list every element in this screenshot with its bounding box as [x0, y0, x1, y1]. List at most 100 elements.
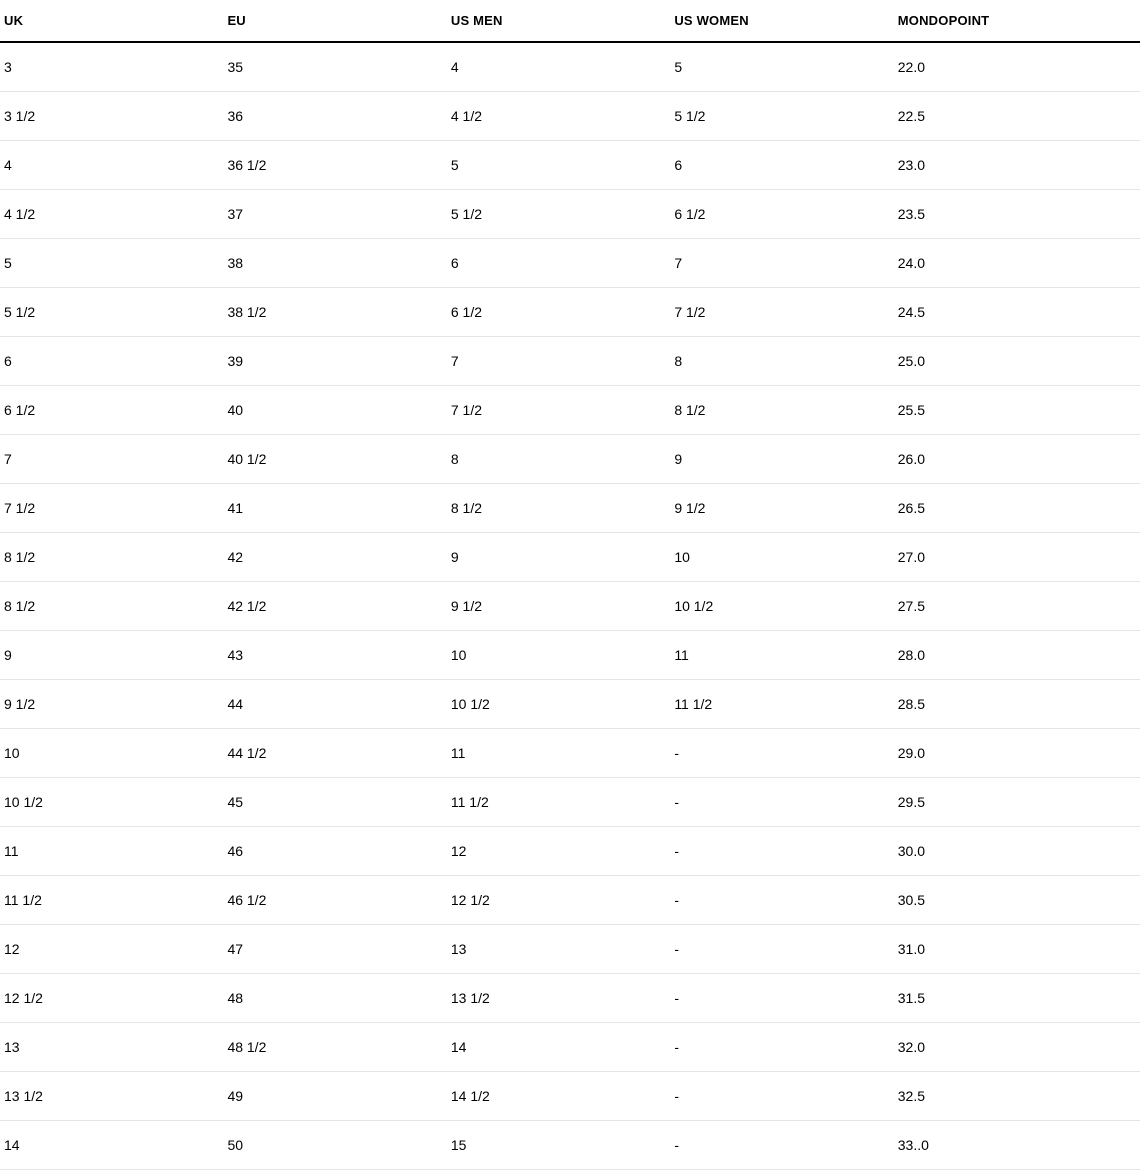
- col-header-eu: EU: [223, 0, 446, 42]
- table-cell: 48 1/2: [223, 1023, 446, 1072]
- table-cell: 28.0: [894, 631, 1140, 680]
- table-cell: 9: [447, 533, 670, 582]
- table-row: 6397825.0: [0, 337, 1140, 386]
- table-cell: 11: [670, 631, 893, 680]
- table-cell: 11 1/2: [0, 876, 223, 925]
- table-row: 8 1/24291027.0: [0, 533, 1140, 582]
- table-row: 5386724.0: [0, 239, 1140, 288]
- table-cell: 10: [447, 631, 670, 680]
- table-cell: 13 1/2: [447, 974, 670, 1023]
- table-cell: 6 1/2: [0, 386, 223, 435]
- table-row: 1348 1/214-32.0: [0, 1023, 1140, 1072]
- table-row: 740 1/28926.0: [0, 435, 1140, 484]
- table-cell: 14: [0, 1121, 223, 1170]
- table-cell: 8 1/2: [0, 533, 223, 582]
- table-cell: 27.0: [894, 533, 1140, 582]
- table-cell: 4 1/2: [0, 190, 223, 239]
- table-cell: 3 1/2: [0, 92, 223, 141]
- table-row: 10 1/24511 1/2-29.5: [0, 778, 1140, 827]
- table-cell: 11: [447, 729, 670, 778]
- table-cell: 11 1/2: [670, 680, 893, 729]
- table-cell: 23.0: [894, 141, 1140, 190]
- table-cell: 46 1/2: [223, 876, 446, 925]
- table-cell: 24.0: [894, 239, 1140, 288]
- table-cell: 5: [447, 141, 670, 190]
- table-cell: 31.5: [894, 974, 1140, 1023]
- table-row: 8 1/242 1/29 1/210 1/227.5: [0, 582, 1140, 631]
- col-header-us-women: US WOMEN: [670, 0, 893, 42]
- table-cell: 12: [0, 925, 223, 974]
- table-cell: 7: [447, 337, 670, 386]
- table-cell: 12: [447, 827, 670, 876]
- table-cell: 5 1/2: [670, 92, 893, 141]
- table-cell: 46: [223, 827, 446, 876]
- table-cell: 8: [447, 435, 670, 484]
- table-row: 3 1/2364 1/25 1/222.5: [0, 92, 1140, 141]
- table-header-row: UK EU US MEN US WOMEN MONDOPOINT: [0, 0, 1140, 42]
- table-cell: 10: [670, 533, 893, 582]
- table-body: 3354522.03 1/2364 1/25 1/222.5436 1/2562…: [0, 42, 1140, 1170]
- col-header-mondopoint: MONDOPOINT: [894, 0, 1140, 42]
- table-cell: 9: [0, 631, 223, 680]
- table-cell: 49: [223, 1072, 446, 1121]
- table-cell: 25.5: [894, 386, 1140, 435]
- table-cell: 11: [0, 827, 223, 876]
- table-cell: 31.0: [894, 925, 1140, 974]
- table-cell: 36: [223, 92, 446, 141]
- table-cell: 22.5: [894, 92, 1140, 141]
- table-cell: 25.0: [894, 337, 1140, 386]
- table-cell: 5 1/2: [0, 288, 223, 337]
- table-cell: 13: [447, 925, 670, 974]
- table-cell: 8: [670, 337, 893, 386]
- table-cell: 10: [0, 729, 223, 778]
- table-cell: 44 1/2: [223, 729, 446, 778]
- table-cell: 9 1/2: [0, 680, 223, 729]
- table-cell: 8 1/2: [0, 582, 223, 631]
- size-chart-table: UK EU US MEN US WOMEN MONDOPOINT 3354522…: [0, 0, 1140, 1170]
- table-cell: 6: [447, 239, 670, 288]
- table-cell: 7 1/2: [670, 288, 893, 337]
- table-cell: 12 1/2: [0, 974, 223, 1023]
- table-cell: 5 1/2: [447, 190, 670, 239]
- table-cell: 15: [447, 1121, 670, 1170]
- table-cell: 40 1/2: [223, 435, 446, 484]
- table-cell: 3: [0, 42, 223, 92]
- table-cell: 26.0: [894, 435, 1140, 484]
- table-cell: 8 1/2: [447, 484, 670, 533]
- table-header: UK EU US MEN US WOMEN MONDOPOINT: [0, 0, 1140, 42]
- table-cell: 48: [223, 974, 446, 1023]
- table-cell: 28.5: [894, 680, 1140, 729]
- table-row: 12 1/24813 1/2-31.5: [0, 974, 1140, 1023]
- table-row: 4 1/2375 1/26 1/223.5: [0, 190, 1140, 239]
- table-cell: -: [670, 1121, 893, 1170]
- table-cell: 10 1/2: [670, 582, 893, 631]
- table-cell: 42 1/2: [223, 582, 446, 631]
- table-cell: 43: [223, 631, 446, 680]
- table-cell: 9: [670, 435, 893, 484]
- table-cell: 37: [223, 190, 446, 239]
- table-cell: 50: [223, 1121, 446, 1170]
- table-cell: 45: [223, 778, 446, 827]
- table-cell: 33..0: [894, 1121, 1140, 1170]
- table-cell: 12 1/2: [447, 876, 670, 925]
- table-cell: 14 1/2: [447, 1072, 670, 1121]
- table-cell: 29.0: [894, 729, 1140, 778]
- table-cell: 30.5: [894, 876, 1140, 925]
- table-cell: 7 1/2: [447, 386, 670, 435]
- table-cell: 9 1/2: [447, 582, 670, 631]
- table-cell: -: [670, 925, 893, 974]
- table-cell: 13: [0, 1023, 223, 1072]
- table-cell: 40: [223, 386, 446, 435]
- table-cell: 32.5: [894, 1072, 1140, 1121]
- table-cell: -: [670, 778, 893, 827]
- table-row: 7 1/2418 1/29 1/226.5: [0, 484, 1140, 533]
- table-cell: 6: [670, 141, 893, 190]
- table-cell: 5: [670, 42, 893, 92]
- table-row: 943101128.0: [0, 631, 1140, 680]
- table-cell: 38: [223, 239, 446, 288]
- table-cell: 44: [223, 680, 446, 729]
- table-cell: 7 1/2: [0, 484, 223, 533]
- table-cell: 36 1/2: [223, 141, 446, 190]
- table-cell: -: [670, 827, 893, 876]
- table-cell: 10 1/2: [447, 680, 670, 729]
